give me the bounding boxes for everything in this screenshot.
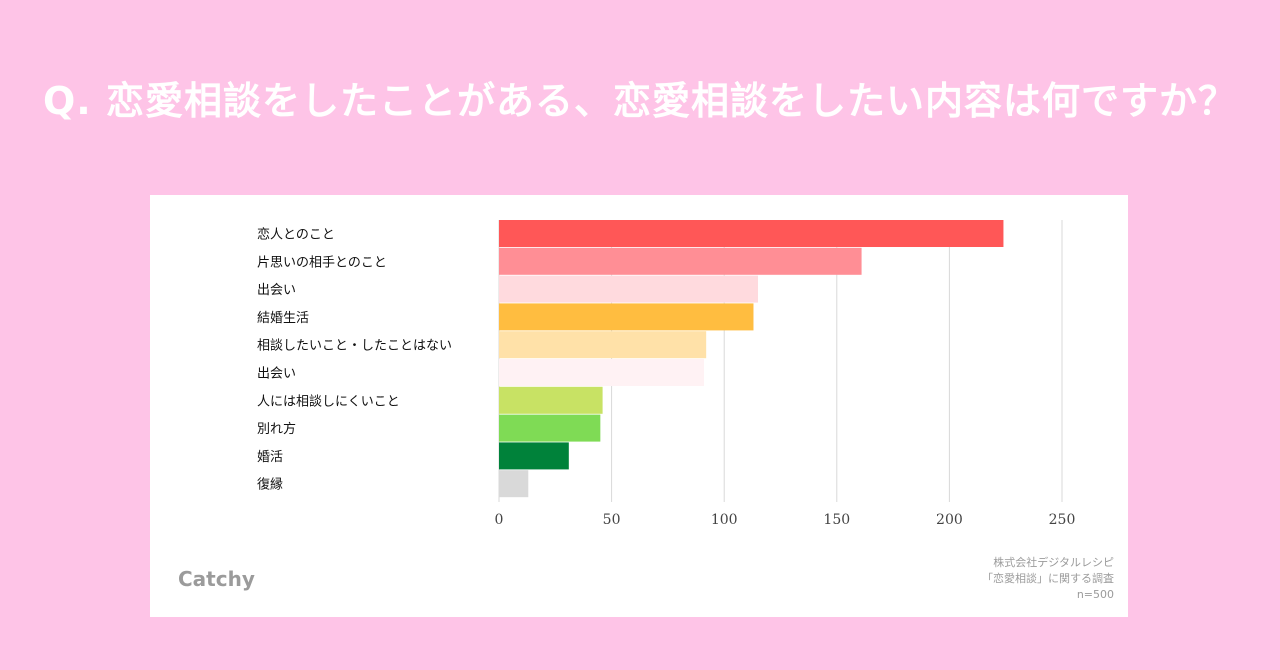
source-note: 株式会社デジタルレシピ 「恋愛相談」に関する調査 n=500 (982, 555, 1114, 603)
x-tick-label: 0 (495, 512, 504, 528)
bar (499, 247, 862, 275)
bar-chart: 恋人とのこと片思いの相手とのこと出会い結婚生活相談したいこと・したことはない出会… (257, 220, 1076, 528)
chart-card: 恋人とのこと 片思いの相手とのこと 出会い 結婚生活 相談したいこと・したことはない 出会… (150, 195, 1128, 617)
brand-logo: Catchy (178, 567, 255, 591)
bar (499, 275, 758, 303)
x-tick-label: 50 (603, 512, 621, 528)
x-tick-label: 100 (711, 512, 738, 528)
category-label: 出会い (257, 367, 296, 382)
bar (499, 414, 601, 442)
source-sample-size: n=500 (1076, 588, 1114, 601)
page-title: Q. 恋愛相談をしたことがある、恋愛相談をしたい内容は何ですか？ (43, 79, 1237, 123)
bar (499, 386, 603, 414)
x-tick-label: 250 (1049, 512, 1076, 528)
category-label: 復縁 (257, 477, 283, 493)
source-company: 株式会社デジタルレシピ (993, 556, 1114, 569)
bar (499, 442, 569, 470)
category-label: 婚活 (257, 450, 283, 465)
category-label: 結婚生活 (257, 311, 309, 326)
category-label: 片思いの相手とのこと (257, 255, 387, 270)
bar (499, 331, 707, 359)
category-label: 人には相談しにくいこと (257, 393, 400, 409)
bar (499, 470, 529, 498)
category-label: 出会い (257, 283, 296, 298)
x-tick-label: 150 (823, 512, 850, 528)
category-label: 恋人とのこと (257, 227, 335, 243)
bar (499, 303, 754, 331)
category-label: 別れ方 (257, 421, 296, 437)
source-survey: 「恋愛相談」に関する調査 (982, 572, 1114, 585)
bar (499, 359, 704, 386)
category-label: 相談したいこと・したことはない (257, 338, 452, 354)
bar (499, 220, 1004, 247)
x-tick-label: 200 (936, 512, 963, 528)
